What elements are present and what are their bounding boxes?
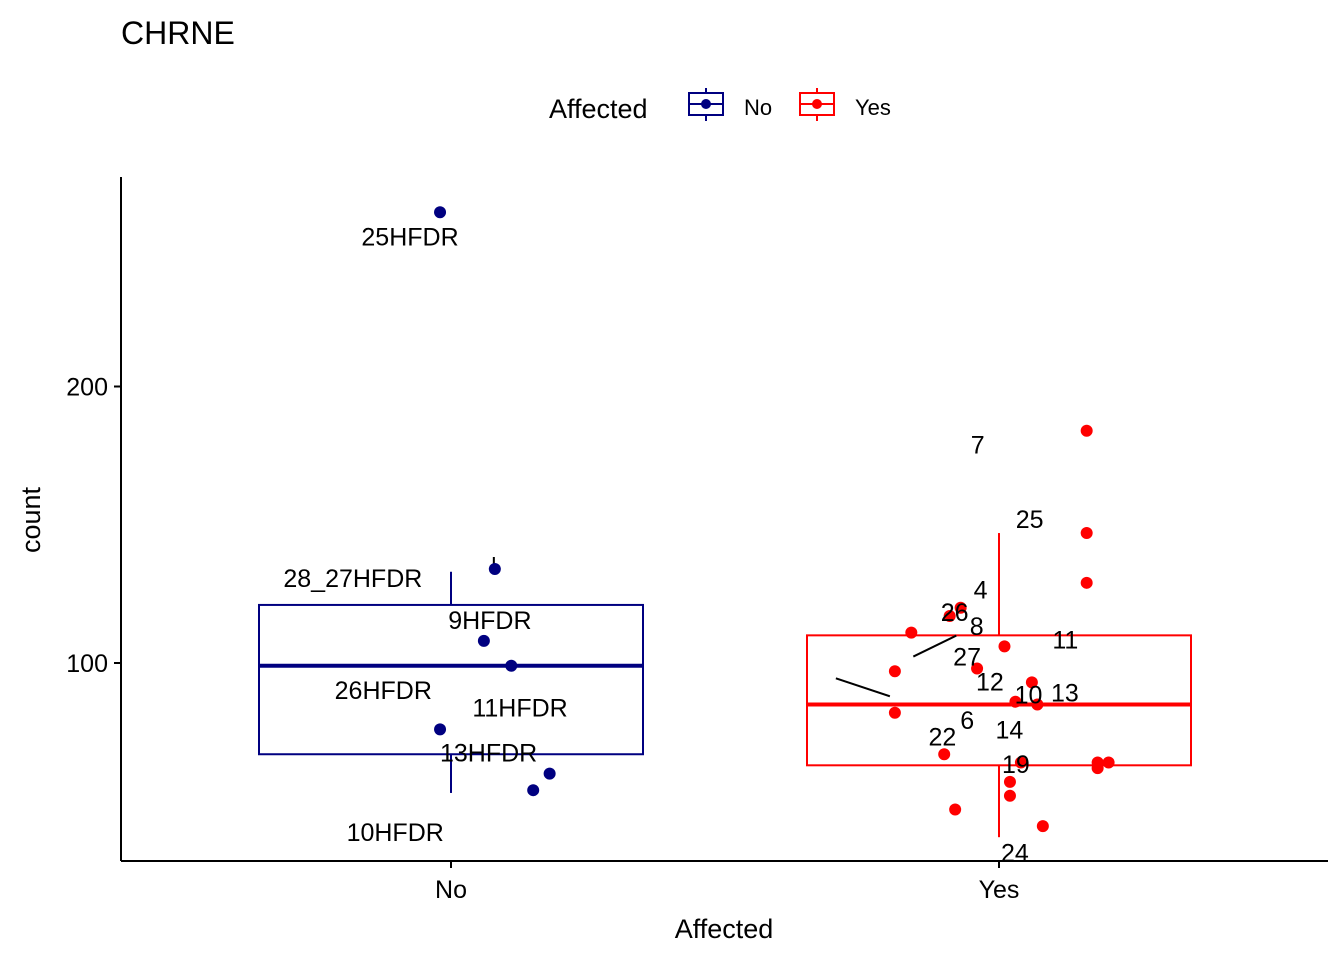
point-labels: 25HFDR 28_27HFDR 9HFDR 26HFDR 11HFDR 13HFDR 10… — [283, 223, 1078, 867]
point-label: 9HFDR — [448, 607, 531, 635]
leader-line — [912, 634, 957, 658]
data-point — [527, 784, 540, 797]
legend-item-no: No — [688, 88, 772, 121]
x-ticks: No Yes — [435, 861, 1019, 904]
data-point — [1014, 756, 1027, 769]
data-point — [434, 723, 447, 736]
point-label: 26HFDR — [335, 677, 432, 705]
point-label: 10HFDR — [347, 819, 444, 847]
data-point — [477, 634, 490, 647]
data-point — [943, 609, 956, 622]
legend: Affected No Yes — [549, 88, 891, 124]
point-label: 14 — [996, 717, 1024, 745]
point-label: 6 — [960, 707, 974, 735]
boxplot-yes — [806, 533, 1192, 838]
point-label: 25HFDR — [361, 223, 458, 251]
point-label: 11HFDR — [472, 694, 567, 722]
data-points — [434, 206, 1115, 833]
point-label: 4 — [974, 577, 988, 605]
point-label: 19 — [1002, 751, 1030, 779]
legend-title: Affected — [549, 94, 648, 124]
data-point — [1080, 576, 1093, 589]
data-point — [954, 601, 967, 614]
data-point — [1080, 527, 1093, 540]
data-point — [488, 562, 501, 575]
data-point — [543, 767, 556, 780]
point-label: 13 — [1051, 679, 1079, 707]
point-label: 26 — [941, 599, 969, 627]
boxplots — [258, 533, 1192, 838]
legend-key-yes — [799, 88, 835, 121]
x-tick-label: Yes — [979, 876, 1020, 904]
data-point — [1031, 698, 1044, 711]
box — [258, 603, 644, 756]
x-tick-label: No — [435, 876, 467, 904]
data-point — [998, 640, 1011, 653]
data-point — [938, 748, 951, 761]
y-tick-label: 100 — [66, 650, 108, 678]
data-point — [434, 206, 447, 219]
data-point — [1003, 775, 1016, 788]
data-point — [1025, 676, 1038, 689]
chart-title: CHRNE — [121, 15, 235, 51]
data-point — [971, 662, 984, 675]
boxplot-no — [258, 571, 644, 793]
y-ticks: 100 200 — [66, 374, 121, 678]
data-point — [1091, 762, 1104, 775]
y-axis-label: count — [16, 486, 46, 553]
data-point — [1009, 695, 1022, 708]
data-point — [905, 626, 918, 639]
point-label: 27 — [953, 644, 981, 672]
point-label: 8 — [970, 613, 984, 641]
legend-key-no — [688, 88, 724, 121]
data-point — [505, 659, 518, 672]
y-tick-label: 200 — [66, 374, 108, 402]
point-label: 7 — [971, 432, 985, 460]
point-label: 13HFDR — [440, 740, 537, 768]
point-label: 11 — [1052, 627, 1078, 655]
data-point — [1102, 756, 1115, 769]
y-axis: 100 200 — [66, 177, 122, 861]
data-point — [888, 706, 901, 719]
data-point — [949, 803, 962, 816]
data-point — [1003, 789, 1016, 802]
legend-item-yes: Yes — [799, 88, 891, 121]
point-label: 22 — [928, 723, 956, 751]
point-label: 10 — [1015, 681, 1043, 709]
data-point — [888, 665, 901, 678]
point-label: 28_27HFDR — [283, 565, 422, 593]
x-axis: No Yes — [121, 860, 1328, 904]
point-label: 24 — [1001, 840, 1029, 868]
legend-label-yes: Yes — [855, 95, 891, 120]
x-axis-label: Affected — [675, 914, 774, 944]
box — [806, 634, 1192, 767]
legend-label-no: No — [744, 95, 772, 120]
data-point — [1080, 424, 1093, 437]
leader-line — [835, 677, 891, 698]
point-label: 12 — [976, 668, 1004, 696]
data-point — [1036, 820, 1049, 833]
point-label: 25 — [1016, 506, 1044, 534]
label-leader-lines — [492, 556, 957, 698]
